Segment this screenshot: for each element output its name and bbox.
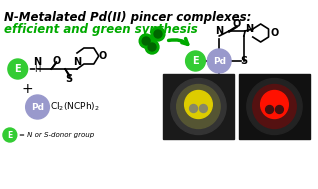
Circle shape [207,49,231,73]
Text: +: + [22,82,33,96]
Text: E: E [7,130,12,139]
Circle shape [142,37,150,45]
Circle shape [171,78,226,135]
Text: = N or S-donor group: = N or S-donor group [19,132,94,138]
FancyBboxPatch shape [163,74,234,139]
Circle shape [190,105,197,112]
Text: Pd: Pd [213,57,226,66]
Text: O: O [99,51,107,61]
Circle shape [154,30,162,38]
Text: N: N [245,24,253,34]
Circle shape [199,105,207,112]
Text: Pd: Pd [31,102,44,112]
Circle shape [148,43,156,51]
Text: N: N [33,57,42,67]
Circle shape [253,84,296,129]
Text: N: N [73,57,81,67]
Circle shape [275,105,283,114]
Circle shape [8,59,28,79]
Text: Cl$_2$(NCPh)$_2$: Cl$_2$(NCPh)$_2$ [50,101,100,113]
Circle shape [186,51,205,71]
Circle shape [145,40,159,54]
Text: S: S [240,56,247,66]
Text: Cl: Cl [214,84,225,94]
Circle shape [151,27,165,41]
Circle shape [139,34,153,48]
Circle shape [177,84,220,129]
Text: N-Metalated Pd(II) pincer complexes:: N-Metalated Pd(II) pincer complexes: [4,11,251,24]
Text: E: E [14,64,21,74]
Text: E: E [192,56,199,66]
Circle shape [3,128,17,142]
Text: N: N [215,26,223,36]
FancyBboxPatch shape [239,74,310,139]
Circle shape [261,91,288,119]
Circle shape [185,91,212,119]
Text: H: H [34,65,41,74]
Text: S: S [66,74,73,84]
Text: O: O [52,56,60,66]
Text: O: O [233,19,241,29]
Circle shape [26,95,49,119]
Circle shape [266,105,273,114]
Text: efficient and green synthesis: efficient and green synthesis [4,23,198,36]
Text: O: O [271,28,279,38]
Circle shape [247,78,302,135]
